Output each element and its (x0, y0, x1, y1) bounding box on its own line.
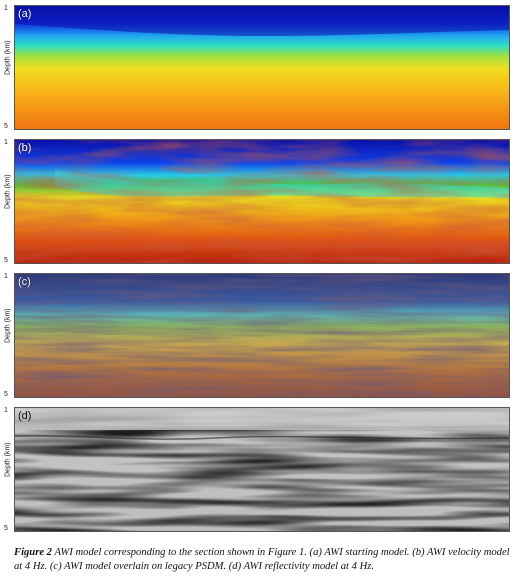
depth-axis-label: Depth (km) (4, 307, 12, 343)
reflectivity-image (15, 408, 509, 531)
panel-label-d: (d) (18, 410, 32, 422)
depth-axis-label: Depth (km) (4, 173, 12, 209)
starting-model-image (15, 6, 509, 129)
panel-label-c: (c) (18, 276, 31, 288)
depth-axis-c: 1 Depth (km) 5 (0, 273, 14, 398)
depth-axis-label: Depth (km) (4, 39, 12, 75)
panel-b-velocity-model: (b) (14, 139, 510, 264)
caption-text: AWI model corresponding to the section s… (14, 547, 510, 572)
depth-tick-top: 1 (4, 139, 8, 146)
figure-caption: Figure 2 AWI model corresponding to the … (14, 546, 510, 574)
depth-axis-d: 1 Depth (km) 5 (0, 407, 14, 532)
depth-tick-bottom: 5 (4, 525, 8, 532)
depth-tick-top: 1 (4, 5, 8, 12)
depth-tick-top: 1 (4, 407, 8, 414)
depth-tick-top: 1 (4, 273, 8, 280)
depth-tick-bottom: 5 (4, 257, 8, 264)
panel-label-a: (a) (18, 8, 32, 20)
depth-tick-bottom: 5 (4, 391, 8, 398)
figure-number: Figure 2 (14, 547, 52, 558)
depth-axis-a: 1 Depth (km) 5 (0, 5, 14, 130)
overlay-psdm-image (15, 274, 509, 397)
velocity-model-image (15, 140, 509, 263)
panel-c-overlay-psdm: (c) (14, 273, 510, 398)
panel-a-starting-model: (a) (14, 5, 510, 130)
panel-d-reflectivity: (d) (14, 407, 510, 532)
depth-axis-b: 1 Depth (km) 5 (0, 139, 14, 264)
depth-axis-label: Depth (km) (4, 441, 12, 477)
depth-tick-bottom: 5 (4, 123, 8, 130)
panel-label-b: (b) (18, 142, 32, 154)
